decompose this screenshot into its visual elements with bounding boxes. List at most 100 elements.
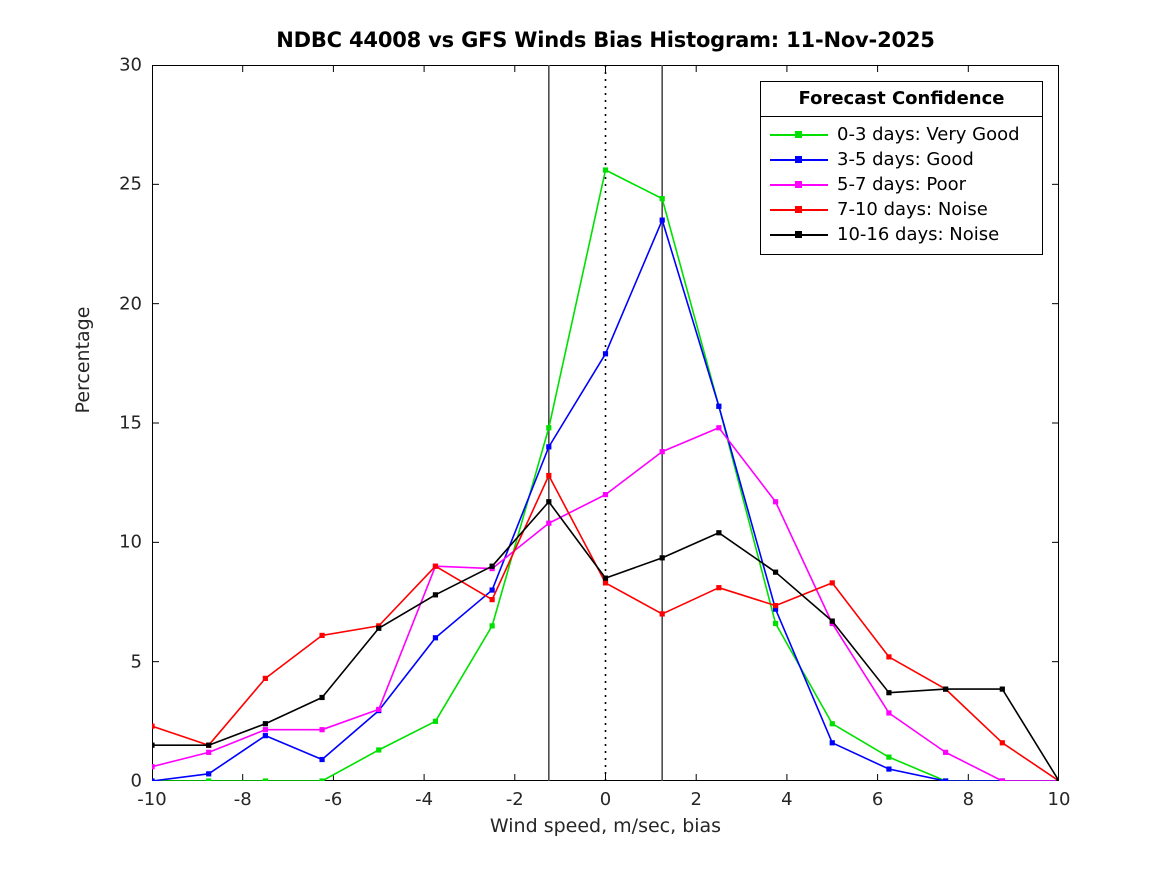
data-point-marker (999, 686, 1005, 692)
data-point-marker (829, 618, 835, 624)
y-axis-tick-label: 0 (130, 770, 142, 792)
data-point-marker (602, 580, 609, 586)
data-point-marker (829, 740, 835, 746)
data-point-marker (716, 425, 722, 431)
legend-item[interactable]: 0-3 days: Very Good (761, 122, 1042, 147)
x-axis-tick-label: 2 (690, 789, 702, 810)
data-point-marker (262, 778, 268, 784)
data-point-marker (659, 217, 665, 223)
legend-item[interactable]: 5-7 days: Poor (761, 172, 1042, 197)
data-point-marker (489, 597, 495, 603)
data-point-marker (376, 706, 382, 712)
data-point-marker (489, 563, 495, 569)
data-point-marker (432, 563, 439, 569)
data-point-marker (886, 654, 892, 660)
data-point-marker (432, 635, 439, 641)
data-point-marker (546, 520, 552, 526)
data-point-marker (886, 766, 892, 772)
data-point-marker (319, 694, 325, 701)
x-axis-tick-label: -10 (137, 789, 167, 810)
data-point-marker (262, 733, 268, 739)
x-axis-tick-label: -8 (233, 789, 252, 810)
data-point-marker (149, 778, 155, 784)
x-axis-tick-label: 8 (962, 789, 975, 810)
y-axis-tick-label: 10 (119, 531, 142, 553)
legend-line-icon (770, 204, 828, 216)
data-point-marker (319, 727, 325, 733)
page-title: NDBC 44008 vs GFS Winds Bias Histogram: … (276, 28, 935, 52)
series-path (152, 500, 1060, 782)
data-point-marker (319, 632, 325, 639)
x-axis-tick-label: -4 (415, 789, 434, 810)
x-axis-label: Wind speed, m/sec, bias (489, 815, 722, 837)
data-point-marker (432, 592, 439, 598)
legend-line-icon (770, 179, 828, 191)
data-point-marker (546, 499, 552, 505)
data-point-marker (829, 721, 835, 727)
data-point-marker (206, 749, 212, 755)
y-axis-tick-label: 15 (119, 412, 142, 434)
legend-item-label: 3-5 days: Good (837, 149, 974, 170)
data-point-marker (262, 675, 268, 681)
data-point-marker (659, 611, 665, 617)
data-point-marker (772, 620, 779, 627)
legend-item-label: 5-7 days: Poor (837, 174, 967, 195)
legend-item[interactable]: 3-5 days: Good (761, 147, 1042, 172)
data-point-marker (149, 742, 155, 748)
x-axis-tick-label: -2 (505, 789, 524, 810)
data-point-marker (602, 492, 609, 498)
data-point-marker (546, 472, 552, 479)
data-point-marker (319, 778, 325, 784)
y-axis-label: Percentage (72, 306, 94, 414)
data-point-marker (206, 778, 212, 784)
data-point-marker (262, 727, 268, 733)
data-point-marker (262, 721, 268, 727)
data-point-marker (716, 403, 722, 409)
data-point-marker (602, 575, 609, 581)
data-point-marker (943, 686, 949, 692)
legend-items: 0-3 days: Very Good 3-5 days: Good 5-7 day… (761, 117, 1042, 254)
legend-item[interactable]: 7-10 days: Noise (761, 197, 1042, 222)
data-point-marker (319, 756, 325, 763)
data-point-marker (602, 167, 609, 173)
data-point-marker (149, 723, 155, 729)
data-point-marker (772, 569, 779, 575)
data-point-marker (886, 710, 892, 716)
legend-line-icon (770, 154, 828, 166)
data-point-marker (943, 749, 949, 755)
x-axis-tick-label: 4 (781, 789, 793, 810)
data-point-marker (999, 778, 1005, 784)
y-axis-tick-label: 20 (119, 293, 142, 315)
legend-item-label: 0-3 days: Very Good (837, 124, 1020, 145)
data-point-marker (716, 530, 722, 536)
legend-item[interactable]: 10-16 days: Noise (761, 222, 1042, 247)
legend-line-icon (770, 129, 828, 141)
data-point-marker (659, 555, 665, 561)
legend-item-label: 7-10 days: Noise (837, 199, 988, 220)
data-point-marker (716, 585, 722, 591)
data-point-marker (206, 742, 212, 748)
data-point-marker (772, 602, 779, 609)
legend: Forecast Confidence 0-3 days: Very Good 3… (760, 81, 1043, 255)
y-axis-tick-label: 25 (119, 173, 142, 195)
x-axis-tick-label: 0 (599, 789, 612, 810)
y-axis-tick-label: 30 (119, 54, 142, 76)
data-point-marker (546, 425, 552, 431)
data-point-marker (489, 587, 495, 593)
legend-item-label: 10-16 days: Noise (837, 224, 1000, 245)
legend-title: Forecast Confidence (761, 82, 1042, 117)
data-point-marker (829, 580, 835, 586)
data-point-marker (886, 690, 892, 696)
data-point-marker (546, 444, 552, 450)
data-point-marker (659, 449, 665, 455)
data-point-marker (772, 499, 779, 505)
data-point-marker (149, 764, 155, 770)
data-point-marker (376, 625, 382, 631)
data-point-marker (376, 747, 382, 753)
data-point-marker (1056, 778, 1062, 784)
series-line (149, 499, 1062, 784)
x-axis-tick-label: 6 (871, 789, 884, 810)
data-point-marker (206, 771, 212, 777)
data-point-marker (943, 778, 949, 784)
data-point-marker (602, 351, 609, 357)
